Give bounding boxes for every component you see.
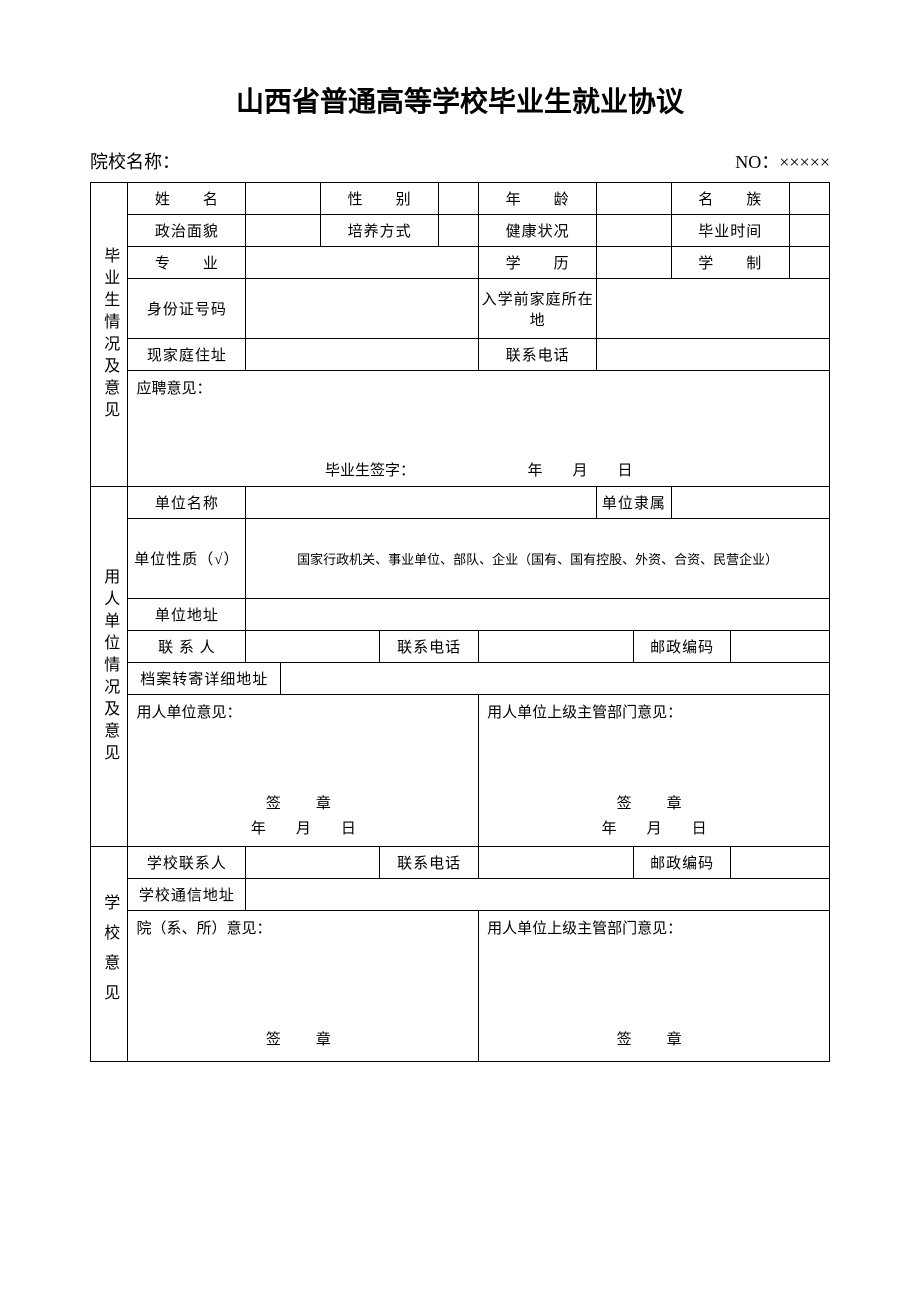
value-unitzip[interactable] [730, 631, 829, 663]
section1-vheader: 毕业生情况及意见 [91, 183, 128, 487]
value-schoolphone[interactable] [479, 847, 634, 879]
label-homeaddr: 现家庭住址 [128, 339, 246, 371]
label-unitnature: 单位性质（√） [128, 519, 246, 599]
label-train: 培养方式 [321, 215, 439, 247]
label-name: 姓 名 [128, 183, 246, 215]
label-unitaddr: 单位地址 [128, 599, 246, 631]
label-unitphone: 联系电话 [380, 631, 479, 663]
value-schooladdr[interactable] [246, 879, 830, 911]
employer-sig-block: 签 章 年 月 日 [128, 728, 479, 847]
label-degree: 学 历 [479, 247, 597, 279]
label-ethnic: 名 族 [671, 183, 789, 215]
value-gradtime[interactable] [789, 215, 829, 247]
label-contactphone: 联系电话 [479, 339, 597, 371]
value-unitcontact[interactable] [246, 631, 380, 663]
application-opinion[interactable]: 应聘意见： [128, 371, 830, 441]
label-schoolcontact: 学校联系人 [128, 847, 246, 879]
label-political: 政治面貌 [128, 215, 246, 247]
label-affiliation: 单位隶属 [596, 487, 671, 519]
label-system: 学 制 [671, 247, 789, 279]
label-idnum: 身份证号码 [128, 279, 246, 339]
school-supervisor-sig-block: 签 章 [479, 944, 830, 1062]
value-political[interactable] [246, 215, 321, 247]
label-age: 年 龄 [479, 183, 597, 215]
school-supervisor-opinion-label[interactable]: 用人单位上级主管部门意见： [479, 911, 830, 945]
section3-vheader: 学校意见 [91, 847, 128, 1062]
employer-opinion-label[interactable]: 用人单位意见： [128, 695, 479, 729]
value-archive[interactable] [281, 663, 830, 695]
label-unitname: 单位名称 [128, 487, 246, 519]
section2-vheader: 用人单位情况及意见 [91, 487, 128, 847]
label-health: 健康状况 [479, 215, 597, 247]
value-name[interactable] [246, 183, 321, 215]
value-idnum[interactable] [246, 279, 479, 339]
value-major[interactable] [246, 247, 479, 279]
value-age[interactable] [596, 183, 671, 215]
label-archive: 档案转寄详细地址 [128, 663, 281, 695]
label-gradtime: 毕业时间 [671, 215, 789, 247]
value-unitphone[interactable] [479, 631, 634, 663]
value-affiliation[interactable] [671, 487, 829, 519]
unitnature-options[interactable]: 国家行政机关、事业单位、部队、企业（国有、国有控股、外资、合资、民营企业） [246, 519, 830, 599]
value-homeaddr[interactable] [246, 339, 479, 371]
dept-sig-block: 签 章 [128, 944, 479, 1062]
label-prehome: 入学前家庭所在地 [479, 279, 597, 339]
header-row: 院校名称： NO：××××× [90, 148, 830, 174]
document-title: 山西省普通高等学校毕业生就业协议 [90, 80, 830, 120]
label-schoolphone: 联系电话 [380, 847, 479, 879]
value-ethnic[interactable] [789, 183, 829, 215]
dept-opinion-label[interactable]: 院（系、所）意见： [128, 911, 479, 945]
label-unitzip: 邮政编码 [634, 631, 730, 663]
value-health[interactable] [596, 215, 671, 247]
form-table: 毕业生情况及意见 姓 名 性 别 年 龄 名 族 政治面貌 培养方式 健康状况 … [90, 182, 830, 1062]
doc-number: NO：××××× [735, 148, 830, 174]
graduate-signature-row: 毕业生签字： 年 月 日 [128, 441, 830, 487]
supervisor-opinion-label[interactable]: 用人单位上级主管部门意见： [479, 695, 830, 729]
value-prehome[interactable] [596, 279, 829, 339]
value-train[interactable] [439, 215, 479, 247]
label-sex: 性 别 [321, 183, 439, 215]
value-schoolcontact[interactable] [246, 847, 380, 879]
supervisor-sig-block: 签 章 年 月 日 [479, 728, 830, 847]
label-schooladdr: 学校通信地址 [128, 879, 246, 911]
value-contactphone[interactable] [596, 339, 829, 371]
label-major: 专 业 [128, 247, 246, 279]
value-degree[interactable] [596, 247, 671, 279]
value-unitaddr[interactable] [246, 599, 830, 631]
value-unitname[interactable] [246, 487, 597, 519]
label-unitcontact: 联 系 人 [128, 631, 246, 663]
value-sex[interactable] [439, 183, 479, 215]
school-name-label: 院校名称： [90, 148, 180, 174]
label-schoolzip: 邮政编码 [634, 847, 730, 879]
value-system[interactable] [789, 247, 829, 279]
value-schoolzip[interactable] [730, 847, 829, 879]
